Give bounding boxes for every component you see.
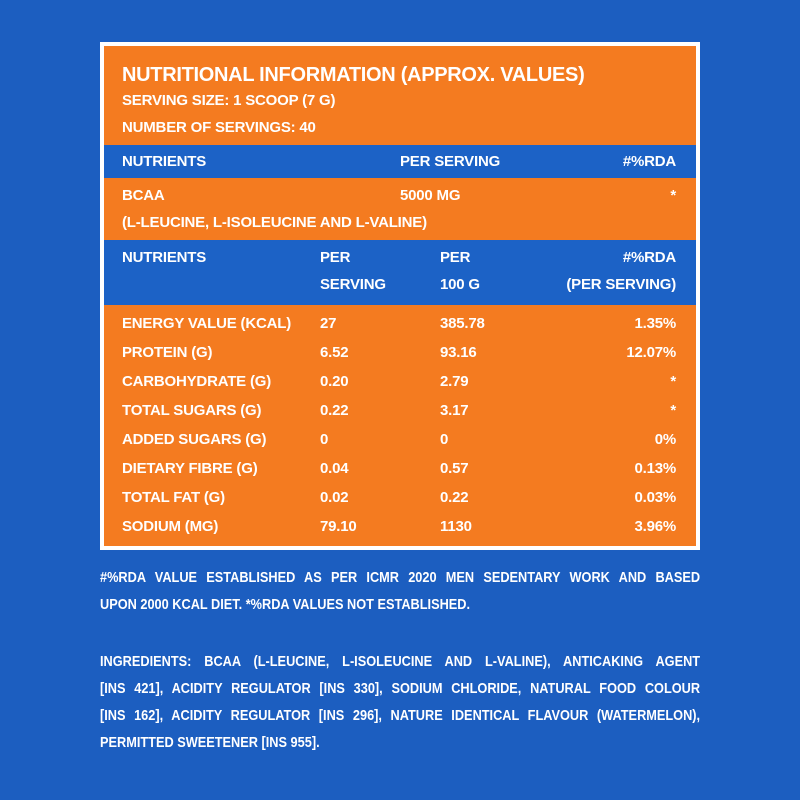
cell: PROTEIN (G): [122, 344, 213, 361]
cell: 27: [320, 315, 337, 332]
cell: 0.57: [440, 460, 469, 477]
header-cell: PER SERVING: [400, 153, 501, 170]
cell: 0.13%: [634, 460, 676, 477]
cell: 6.52: [320, 344, 349, 361]
header-cell: PER: [320, 249, 351, 266]
cell: 0: [320, 431, 329, 448]
cell: ADDED SUGARS (G): [122, 431, 267, 448]
cell: 0.22: [440, 489, 469, 506]
cell: 79.10: [320, 518, 357, 535]
cell: 2.79: [440, 373, 469, 390]
cell: 5000 MG: [400, 187, 461, 204]
cell: 3.17: [440, 402, 469, 419]
header-cell: SERVING: [320, 276, 386, 293]
footnote: #%RDA VALUE ESTABLISHED AS PER ICMR 2020…: [100, 564, 700, 618]
cell: *: [670, 402, 676, 419]
cell: 0.02: [320, 489, 349, 506]
cell: 3.96%: [634, 518, 676, 535]
cell: 0.20: [320, 373, 349, 390]
cell: 0.22: [320, 402, 349, 419]
header-cell: #%RDA: [622, 153, 676, 170]
header-cell: (PER SERVING): [566, 276, 676, 293]
header-cell: PER: [440, 249, 471, 266]
cell: 0%: [654, 431, 676, 448]
header-cell: 100 G: [440, 276, 480, 293]
cell: 1.35%: [634, 315, 676, 332]
cell: 385.78: [440, 315, 485, 332]
table1-header: NUTRIENTS PER SERVING #%RDA: [104, 145, 696, 178]
cell: *: [670, 373, 676, 390]
cell: 0.04: [320, 460, 349, 477]
serving-size: SERVING SIZE: 1 SCOOP (7 G): [122, 92, 336, 109]
ingredients-text: BCAA (L-LEUCINE, L-ISOLEUCINE AND L-VALI…: [191, 653, 701, 670]
cell: SODIUM (MG): [122, 518, 219, 535]
cell: 1130: [440, 518, 472, 535]
cell: TOTAL SUGARS (G): [122, 402, 262, 419]
note: (L-LEUCINE, L-ISOLEUCINE AND L-VALINE): [122, 214, 427, 231]
cell: TOTAL FAT (G): [122, 489, 225, 506]
servings: NUMBER OF SERVINGS: 40: [122, 119, 316, 136]
table2-header: NUTRIENTS PER SERVING PER 100 G #%RDA (PER SER…: [104, 240, 696, 305]
ingredients-line: [INS 162], ACIDITY REGULATOR [INS 296], …: [100, 707, 701, 724]
cell: 0: [440, 431, 449, 448]
header-cell: #%RDA: [622, 249, 676, 266]
title: NUTRITIONAL INFORMATION (APPROX. VALUES): [122, 64, 585, 86]
header-cell: NUTRIENTS: [122, 153, 207, 170]
ingredients-line: INGREDIENTS: BCAA (L-LEUCINE, L-ISOLEUCI…: [100, 648, 700, 675]
cell: 0.03%: [634, 489, 676, 506]
header-cell: NUTRIENTS: [122, 249, 207, 266]
ingredients-line: [INS 421], ACIDITY REGULATOR [INS 330], …: [100, 680, 701, 697]
cell: 93.16: [440, 344, 477, 361]
ingredients-label: INGREDIENTS:: [100, 653, 192, 670]
cell: DIETARY FIBRE (G): [122, 460, 258, 477]
cell: 12.07%: [626, 344, 676, 361]
ingredients: INGREDIENTS: BCAA (L-LEUCINE, L-ISOLEUCI…: [100, 648, 700, 756]
footnote-line: UPON 2000 KCAL DIET. *%RDA VALUES NOT ES…: [100, 596, 471, 613]
cell: BCAA: [122, 187, 165, 204]
cell: ENERGY VALUE (KCAL): [122, 315, 291, 332]
footnote-line: #%RDA VALUE ESTABLISHED AS PER ICMR 2020…: [100, 569, 701, 586]
ingredients-line: PERMITTED SWEETENER [INS 955].: [100, 734, 320, 751]
cell: *: [670, 187, 676, 204]
cell: CARBOHYDRATE (G): [122, 373, 272, 390]
nutrition-panel: NUTRITIONAL INFORMATION (APPROX. VALUES)…: [100, 42, 700, 550]
